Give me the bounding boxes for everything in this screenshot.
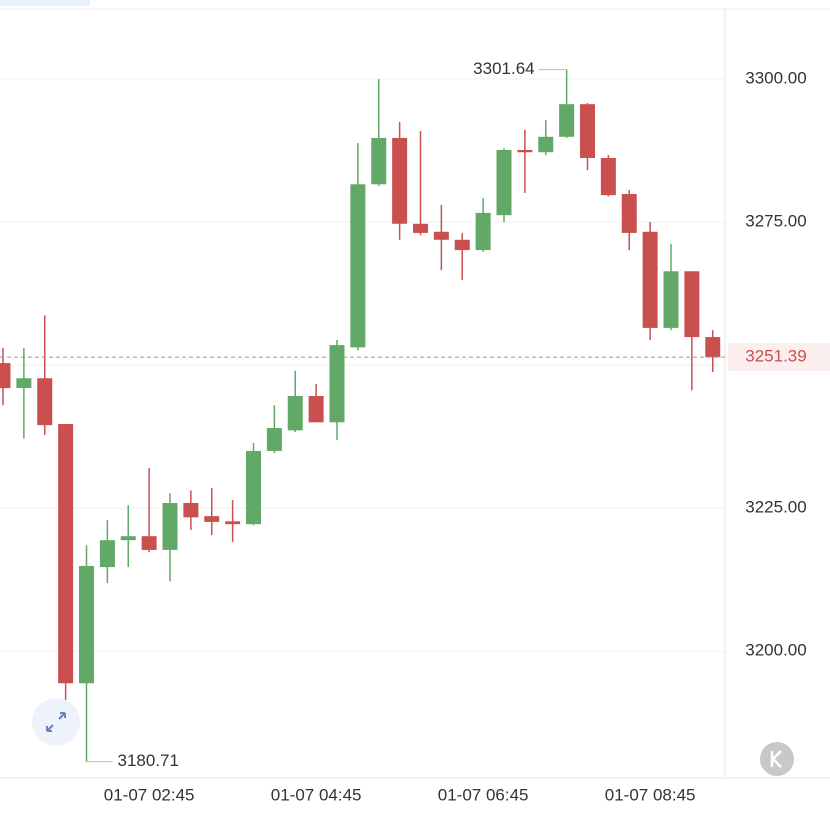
candle-body <box>266 428 282 451</box>
candle-body <box>371 137 387 185</box>
candle-body <box>0 363 11 389</box>
candle-body <box>517 149 533 153</box>
candle-body <box>162 503 178 550</box>
candle-body <box>496 149 512 216</box>
candle-body <box>204 516 220 522</box>
candle-body <box>663 271 679 328</box>
candle-body <box>120 536 136 541</box>
y-tick-label: 3200.00 <box>745 641 806 660</box>
candle-body <box>329 345 345 423</box>
x-tick-label: 01-07 04:45 <box>271 785 362 804</box>
candle-body <box>225 521 241 525</box>
candle-body <box>37 378 53 426</box>
expand-button[interactable] <box>32 698 80 746</box>
candle-body <box>350 184 366 348</box>
candle-body <box>433 231 449 240</box>
candle-body <box>621 194 637 233</box>
candle-body <box>705 337 721 358</box>
candle-body <box>580 104 595 158</box>
candle-body <box>559 104 575 137</box>
candle-body <box>684 271 700 338</box>
y-tick-label: 3300.00 <box>745 68 806 87</box>
min-label: 3180.71 <box>118 751 179 770</box>
last-price-label: 3251.39 <box>745 347 806 366</box>
candle-body <box>287 396 303 431</box>
overlay: 3301.64 3180.71 3251.39 <box>0 59 830 770</box>
candle-body <box>58 424 74 684</box>
candle-body <box>246 450 261 525</box>
candle-body <box>183 503 199 518</box>
x-tick-label: 01-07 06:45 <box>438 785 529 804</box>
last-price-bg <box>728 343 830 372</box>
candle-body <box>413 223 428 233</box>
y-tick-label: 3275.00 <box>745 212 806 231</box>
candle-body <box>16 378 32 388</box>
candles <box>0 69 721 762</box>
candle-body <box>141 536 157 550</box>
candle-body <box>392 137 408 224</box>
x-tick-label: 01-07 02:45 <box>104 785 195 804</box>
x-tick-label: 01-07 08:45 <box>605 785 696 804</box>
candle-body <box>454 239 470 251</box>
candle-body <box>308 396 324 423</box>
candle-body <box>99 540 115 568</box>
candle-body <box>538 136 554 153</box>
candle-body <box>642 231 658 328</box>
candle-body <box>600 157 616 196</box>
collapse-button[interactable] <box>760 742 794 776</box>
tab-indicator <box>0 0 90 6</box>
candle-body <box>475 212 491 251</box>
candle-body <box>79 565 94 684</box>
y-tick-label: 3225.00 <box>745 498 806 517</box>
max-label: 3301.64 <box>473 59 534 78</box>
